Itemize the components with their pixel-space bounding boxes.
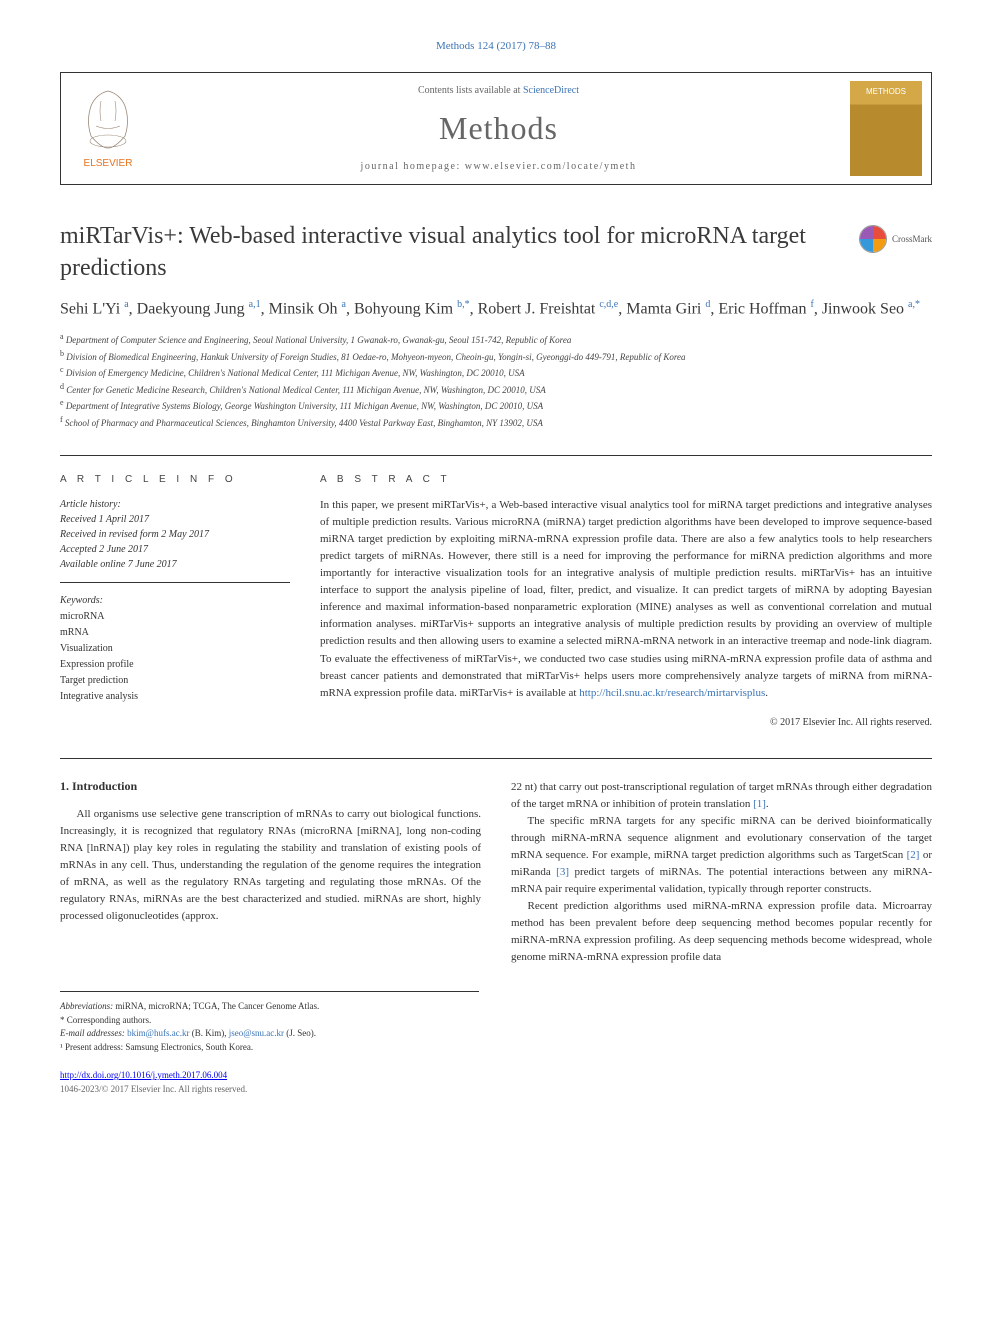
journal-homepage: journal homepage: www.elsevier.com/locat… xyxy=(166,161,831,172)
abstract-text: In this paper, we present miRTarVis+, a … xyxy=(320,497,932,702)
cover-thumb-area xyxy=(841,73,931,184)
doi-block: http://dx.doi.org/10.1016/j.ymeth.2017.0… xyxy=(60,1069,932,1096)
abstract-header: A B S T R A C T xyxy=(320,474,932,485)
header-box: ELSEVIER Contents lists available at Sci… xyxy=(60,72,932,185)
keywords-label: Keywords: xyxy=(60,593,290,609)
history-label: Article history: xyxy=(60,497,290,512)
info-abstract-row: A R T I C L E I N F O Article history: R… xyxy=(60,474,932,728)
email-2-name: (J. Seo). xyxy=(284,1028,316,1038)
article-title: miRTarVis+: Web-based interactive visual… xyxy=(60,220,839,285)
divider-mid xyxy=(60,758,932,759)
copyright-line: © 2017 Elsevier Inc. All rights reserved… xyxy=(320,717,932,728)
keywords-block: Keywords: microRNAmRNAVisualizationExpre… xyxy=(60,593,290,705)
email-1-name: (B. Kim), xyxy=(189,1028,228,1038)
intro-text-right: 22 nt) that carry out post-transcription… xyxy=(511,779,932,967)
body-col-left: 1. Introduction All organisms use select… xyxy=(60,779,481,967)
ref-3-link[interactable]: [3] xyxy=(556,866,569,878)
affiliations-list: a Department of Computer Science and Eng… xyxy=(60,331,932,430)
crossmark-button[interactable]: CrossMark xyxy=(859,225,932,253)
p3a: The specific mRNA targets for any specif… xyxy=(511,815,932,861)
doi-link[interactable]: http://dx.doi.org/10.1016/j.ymeth.2017.0… xyxy=(60,1070,227,1080)
abstract-col: A B S T R A C T In this paper, we presen… xyxy=(320,474,932,728)
publisher-logo-area: ELSEVIER xyxy=(61,73,156,184)
title-area: miRTarVis+: Web-based interactive visual… xyxy=(60,220,932,285)
corresponding-note: * Corresponding authors. xyxy=(60,1014,479,1028)
footnotes: Abbreviations: miRNA, microRNA; TCGA, Th… xyxy=(60,991,479,1054)
article-info-col: A R T I C L E I N F O Article history: R… xyxy=(60,474,290,728)
abbrev-label: Abbreviations: xyxy=(60,1001,113,1011)
ref-2-link[interactable]: [2] xyxy=(907,849,920,861)
tool-url-link[interactable]: http://hcil.snu.ac.kr/research/mirtarvis… xyxy=(579,687,765,699)
citation-top: Methods 124 (2017) 78–88 xyxy=(60,40,932,52)
homepage-prefix: journal homepage: xyxy=(361,161,465,172)
intro-p1: All organisms use selective gene transcr… xyxy=(60,806,481,925)
svg-text:ELSEVIER: ELSEVIER xyxy=(84,158,133,169)
intro-heading: 1. Introduction xyxy=(60,779,481,794)
crossmark-label: CrossMark xyxy=(892,234,932,244)
article-info-header: A R T I C L E I N F O xyxy=(60,474,290,485)
intro-text-left: All organisms use selective gene transcr… xyxy=(60,806,481,925)
keyword-lines: microRNAmRNAVisualizationExpression prof… xyxy=(60,609,290,705)
elsevier-logo: ELSEVIER xyxy=(71,86,146,171)
intro-p4: Recent prediction algorithms used miRNA-… xyxy=(511,898,932,966)
abstract-tail: . xyxy=(765,687,768,699)
abstract-body: In this paper, we present miRTarVis+, a … xyxy=(320,499,932,699)
page-container: Methods 124 (2017) 78–88 ELSEVIER Conten… xyxy=(0,0,992,1136)
email-2-link[interactable]: jseo@snu.ac.kr xyxy=(229,1028,284,1038)
email-label: E-mail addresses: xyxy=(60,1028,125,1038)
divider-top xyxy=(60,455,932,456)
p3c: predict targets of miRNAs. The potential… xyxy=(511,866,932,895)
ref-1-link[interactable]: [1] xyxy=(753,798,766,810)
journal-cover-thumb xyxy=(850,81,922,176)
authors-list: Sehi L'Yi a, Daekyoung Jung a,1, Minsik … xyxy=(60,297,932,321)
p2b: . xyxy=(766,798,769,810)
history-lines: Received 1 April 2017Received in revised… xyxy=(60,512,290,572)
header-center: Contents lists available at ScienceDirec… xyxy=(156,73,841,184)
sciencedirect-link[interactable]: ScienceDirect xyxy=(523,85,579,96)
body-columns: 1. Introduction All organisms use select… xyxy=(60,779,932,967)
journal-name: Methods xyxy=(166,110,831,147)
contents-prefix: Contents lists available at xyxy=(418,85,523,96)
contents-available: Contents lists available at ScienceDirec… xyxy=(166,85,831,96)
homepage-url[interactable]: www.elsevier.com/locate/ymeth xyxy=(465,161,637,172)
history-block: Article history: Received 1 April 2017Re… xyxy=(60,497,290,705)
body-col-right: 22 nt) that carry out post-transcription… xyxy=(511,779,932,967)
crossmark-icon xyxy=(859,225,887,253)
p2a: 22 nt) that carry out post-transcription… xyxy=(511,781,932,810)
email-1-link[interactable]: bkim@hufs.ac.kr xyxy=(127,1028,189,1038)
present-address-note: ¹ Present address: Samsung Electronics, … xyxy=(60,1041,479,1055)
abbrev-text: miRNA, microRNA; TCGA, The Cancer Genome… xyxy=(113,1001,319,1011)
issn-line: 1046-2023/© 2017 Elsevier Inc. All right… xyxy=(60,1084,247,1094)
